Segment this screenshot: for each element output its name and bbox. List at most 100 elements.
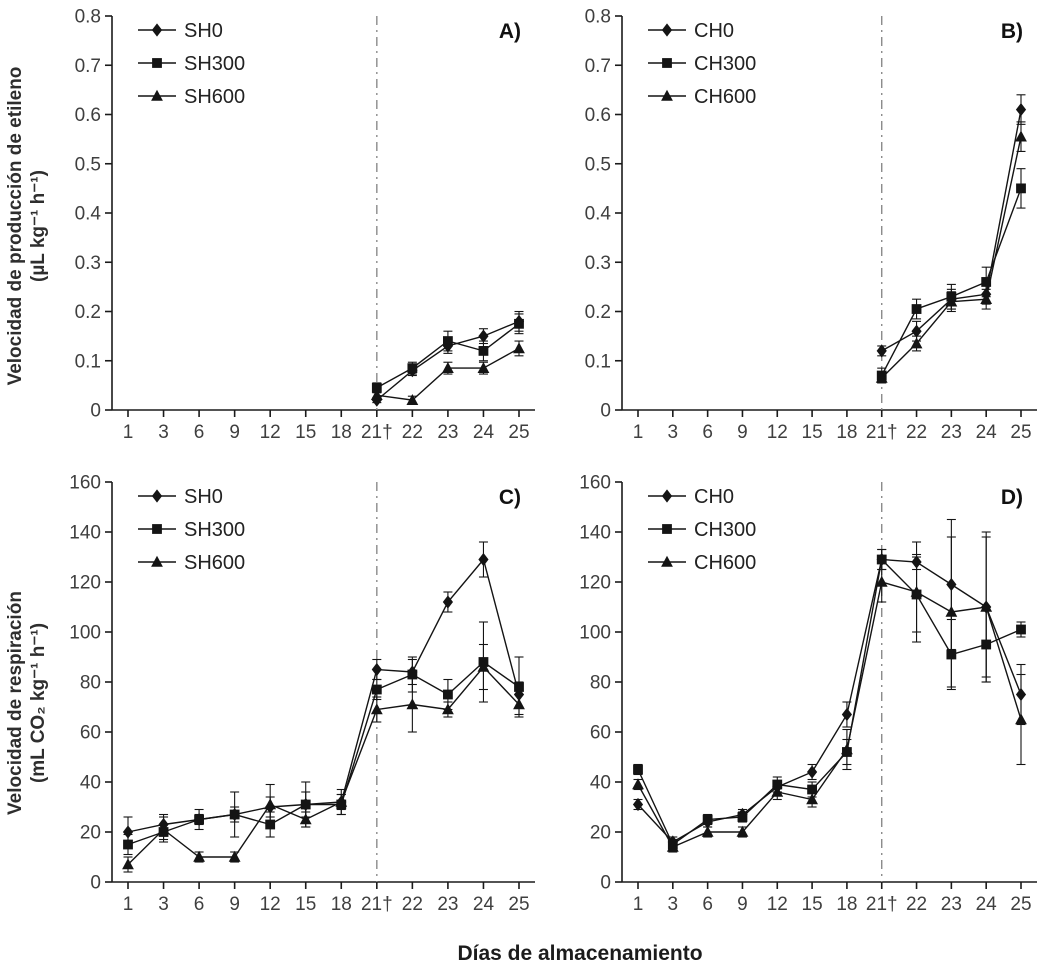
svg-text:9: 9 (229, 894, 240, 915)
svg-text:C): C) (499, 486, 521, 509)
svg-text:21†: 21† (866, 894, 898, 915)
svg-text:0: 0 (600, 873, 611, 894)
svg-text:0.8: 0.8 (585, 7, 611, 28)
svg-text:3: 3 (158, 422, 169, 443)
svg-text:23: 23 (941, 422, 962, 443)
svg-text:0.8: 0.8 (75, 7, 101, 28)
x-axis-label: Días de almacenamiento (457, 942, 703, 965)
svg-text:0.2: 0.2 (75, 302, 101, 323)
svg-text:120: 120 (579, 573, 611, 594)
svg-text:6: 6 (194, 422, 205, 443)
svg-text:23: 23 (437, 894, 458, 915)
svg-text:0.3: 0.3 (75, 253, 101, 274)
svg-text:15: 15 (295, 894, 316, 915)
svg-text:12: 12 (767, 894, 788, 915)
svg-text:SH300: SH300 (184, 519, 245, 541)
ethylene-sh-chart: 0 0.1 0.2 0.3 0.4 0.5 0.6 0.7 0.8 1 3 6 9 12 15 18 21† 22… (75, 7, 535, 443)
svg-text:0.6: 0.6 (585, 105, 611, 126)
svg-text:23: 23 (437, 422, 458, 443)
svg-text:0.7: 0.7 (585, 56, 611, 77)
svg-text:CH300: CH300 (694, 519, 756, 541)
svg-text:15: 15 (295, 422, 316, 443)
svg-text:6: 6 (702, 894, 713, 915)
svg-text:1: 1 (123, 422, 134, 443)
svg-text:60: 60 (590, 723, 611, 744)
svg-text:B): B) (1001, 20, 1023, 43)
svg-text:0.7: 0.7 (75, 56, 101, 77)
svg-text:18: 18 (331, 894, 352, 915)
svg-text:20: 20 (80, 823, 101, 844)
svg-text:60: 60 (80, 723, 101, 744)
svg-text:20: 20 (590, 823, 611, 844)
svg-text:1: 1 (123, 894, 134, 915)
svg-text:9: 9 (737, 422, 748, 443)
svg-text:0.2: 0.2 (585, 302, 611, 323)
svg-text:0.5: 0.5 (75, 154, 101, 175)
svg-text:24: 24 (473, 422, 495, 443)
svg-text:24: 24 (976, 894, 998, 915)
svg-text:CH600: CH600 (694, 86, 756, 108)
svg-text:120: 120 (69, 573, 101, 594)
y-axis-label-respiration: Velocidad de respiración (mL CO₂ kg⁻¹ h⁻… (4, 478, 50, 928)
y-axis-label-ethylene-title: Velocidad de producción de etileno (5, 66, 26, 386)
svg-text:25: 25 (1010, 422, 1031, 443)
svg-text:CH0: CH0 (694, 486, 734, 508)
y-axis-label-ethylene: Velocidad de producción de etileno (µL k… (4, 6, 50, 446)
svg-text:6: 6 (702, 422, 713, 443)
svg-text:40: 40 (80, 773, 101, 794)
svg-text:160: 160 (69, 473, 101, 494)
svg-text:0.4: 0.4 (75, 204, 102, 225)
svg-text:12: 12 (767, 422, 788, 443)
svg-text:15: 15 (802, 894, 823, 915)
ethylene-ch-chart: 0 0.1 0.2 0.3 0.4 0.5 0.6 0.7 0.8 1 3 6 9 12 15 18 21† 22… (585, 7, 1037, 443)
svg-text:0.4: 0.4 (585, 204, 612, 225)
svg-text:23: 23 (941, 894, 962, 915)
svg-text:0.3: 0.3 (585, 253, 611, 274)
svg-text:CH600: CH600 (694, 552, 756, 574)
svg-text:21†: 21† (866, 422, 898, 443)
svg-text:12: 12 (260, 422, 281, 443)
svg-text:D): D) (1001, 486, 1023, 509)
svg-text:15: 15 (802, 422, 823, 443)
svg-text:18: 18 (331, 422, 352, 443)
svg-text:22: 22 (402, 894, 423, 915)
svg-text:18: 18 (836, 422, 857, 443)
svg-text:SH300: SH300 (184, 53, 245, 75)
svg-text:0.5: 0.5 (585, 154, 611, 175)
svg-text:160: 160 (579, 473, 611, 494)
svg-text:25: 25 (1010, 894, 1031, 915)
svg-text:0.1: 0.1 (75, 351, 101, 372)
svg-text:21†: 21† (361, 422, 393, 443)
svg-text:9: 9 (737, 894, 748, 915)
svg-text:100: 100 (579, 623, 611, 644)
svg-text:6: 6 (194, 894, 205, 915)
svg-text:18: 18 (836, 894, 857, 915)
svg-text:1: 1 (633, 422, 644, 443)
svg-text:3: 3 (668, 894, 679, 915)
svg-text:SH0: SH0 (184, 486, 223, 508)
svg-text:0: 0 (90, 401, 101, 422)
svg-text:22: 22 (906, 894, 927, 915)
svg-text:CH300: CH300 (694, 53, 756, 75)
svg-text:9: 9 (229, 422, 240, 443)
svg-text:SH0: SH0 (184, 20, 223, 42)
svg-text:CH0: CH0 (694, 20, 734, 42)
svg-text:25: 25 (508, 894, 529, 915)
svg-text:12: 12 (260, 894, 281, 915)
svg-text:3: 3 (158, 894, 169, 915)
svg-text:SH600: SH600 (184, 86, 245, 108)
svg-text:140: 140 (579, 523, 611, 544)
svg-text:80: 80 (590, 673, 611, 694)
svg-text:0: 0 (600, 401, 611, 422)
y-axis-label-respiration-title: Velocidad de respiración (5, 591, 26, 815)
respiration-sh-chart: 0 20 40 60 80 100 120 140 160 1 3 6 9 12 15 18 21† 22 23 24… (69, 473, 535, 915)
svg-text:3: 3 (668, 422, 679, 443)
svg-text:100: 100 (69, 623, 101, 644)
svg-text:0.1: 0.1 (585, 351, 611, 372)
svg-text:80: 80 (80, 673, 101, 694)
svg-text:24: 24 (976, 422, 998, 443)
svg-text:A): A) (499, 20, 521, 43)
svg-text:22: 22 (402, 422, 423, 443)
svg-text:25: 25 (508, 422, 529, 443)
